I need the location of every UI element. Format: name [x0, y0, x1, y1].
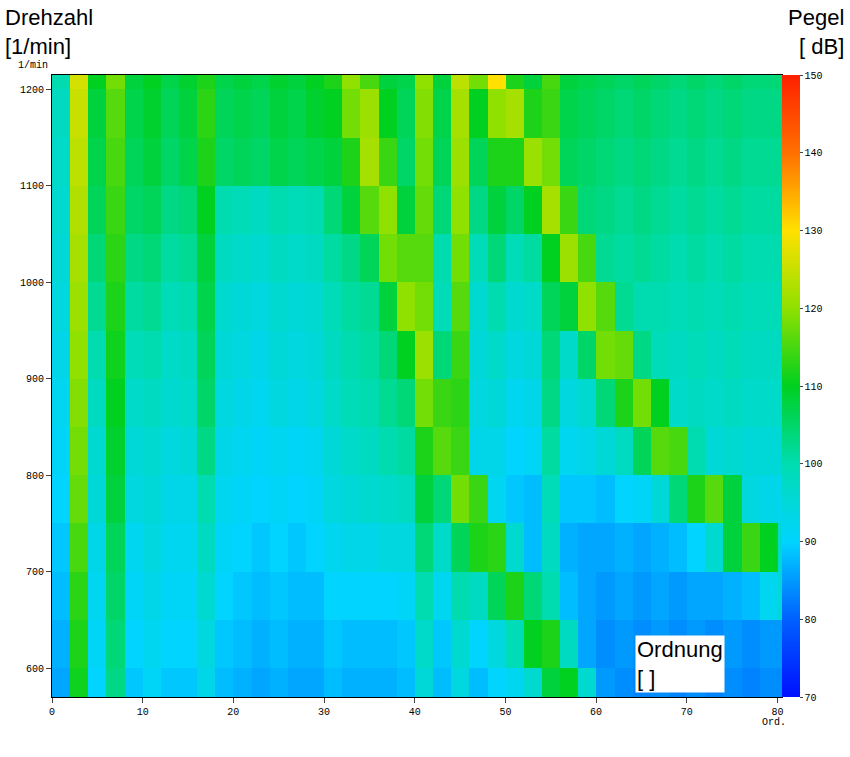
svg-text:Ord.: Ord.	[762, 717, 786, 728]
svg-text:60: 60	[590, 707, 602, 718]
svg-text:40: 40	[409, 707, 421, 718]
svg-text:100: 100	[805, 459, 823, 470]
svg-text:150: 150	[805, 71, 823, 82]
svg-text:0: 0	[49, 707, 55, 718]
svg-text:80: 80	[771, 707, 783, 718]
svg-text:Drehzahl[1/min]: Drehzahl[1/min]	[5, 5, 93, 59]
svg-text:10: 10	[137, 707, 149, 718]
svg-text:20: 20	[227, 707, 239, 718]
svg-text:80: 80	[805, 615, 817, 626]
svg-text:1100: 1100	[20, 181, 44, 192]
svg-text:900: 900	[26, 374, 44, 385]
svg-text:90: 90	[805, 537, 817, 548]
svg-text:Pegel[ dB]: Pegel[ dB]	[788, 5, 844, 59]
svg-text:1200: 1200	[20, 85, 44, 96]
svg-text:70: 70	[805, 693, 817, 704]
svg-text:1/min: 1/min	[18, 60, 48, 71]
svg-text:800: 800	[26, 471, 44, 482]
svg-text:110: 110	[805, 382, 823, 393]
svg-text:50: 50	[499, 707, 511, 718]
svg-text:30: 30	[318, 707, 330, 718]
svg-text:1000: 1000	[20, 278, 44, 289]
svg-text:600: 600	[26, 664, 44, 675]
svg-text:120: 120	[805, 304, 823, 315]
svg-text:140: 140	[805, 148, 823, 159]
svg-text:70: 70	[681, 707, 693, 718]
svg-text:700: 700	[26, 567, 44, 578]
svg-text:130: 130	[805, 226, 823, 237]
svg-text:Ordnung[ ]: Ordnung[ ]	[637, 637, 723, 691]
